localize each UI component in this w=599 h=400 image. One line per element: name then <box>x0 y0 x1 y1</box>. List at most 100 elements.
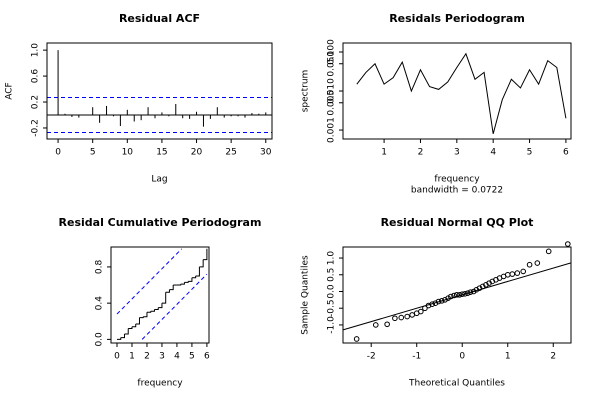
qq-point <box>418 308 424 315</box>
x-tick-label: 0 <box>459 352 465 362</box>
qq-point <box>448 293 454 300</box>
qq-point <box>384 321 390 328</box>
cumulative-step <box>191 275 197 279</box>
qq-point <box>462 291 468 297</box>
x-tick-label: 15 <box>156 148 167 158</box>
x-tick-label: 1 <box>505 352 511 362</box>
y-tick-label: -1.0 <box>327 316 337 334</box>
spectrum-line <box>356 52 567 134</box>
qq-point <box>398 314 405 321</box>
qq-point <box>514 270 521 276</box>
x-tick-label: 25 <box>225 148 236 158</box>
cumulative-step <box>195 266 200 277</box>
qq-point <box>435 298 442 305</box>
qq-point <box>459 291 466 297</box>
cumulative-step <box>135 317 140 325</box>
qq-point <box>425 302 432 309</box>
x-tick-label: 20 <box>191 148 203 158</box>
subtitle: bandwidth = 0.0722 <box>411 186 503 196</box>
cumulative-step <box>143 312 148 318</box>
y-tick-label: 1.0 <box>327 251 337 266</box>
qq-point <box>445 295 451 301</box>
y-tick-label: 1.0 <box>31 43 41 58</box>
y-tick-label: 0.5 <box>327 268 337 282</box>
cumulative-step <box>128 326 133 330</box>
y-tick-label: 0.050 <box>327 51 337 77</box>
qq-point <box>509 271 516 277</box>
y-tick-label: 0.2 <box>31 95 41 109</box>
cumulative-step <box>131 323 137 328</box>
cumulative-step <box>158 303 163 309</box>
qq-point <box>438 298 445 304</box>
y-tick-label: 0.8 <box>95 260 105 275</box>
y-tick-label: 0.010 <box>327 78 337 104</box>
x-tick-label: 10 <box>122 148 134 158</box>
qq-point <box>353 336 360 342</box>
x-tick-label: 5 <box>189 352 195 362</box>
panel-title: Residals Periodogram <box>389 12 525 25</box>
x-tick-label: 3 <box>159 352 165 362</box>
x-axis-label: Theoretical Quantiles <box>408 379 505 389</box>
y-tick-label: -0.2 <box>31 119 41 137</box>
x-axis-label: Lag <box>151 175 167 185</box>
y-tick-label: 0.4 <box>95 296 105 311</box>
y-tick-label: -0.5 <box>327 299 337 317</box>
y-tick-label: 0.0 <box>327 284 337 299</box>
y-axis-label: spectrum <box>301 70 311 113</box>
qq-point <box>470 288 477 295</box>
qq-point <box>404 313 410 320</box>
y-axis-label: Sample Quantiles <box>301 255 311 335</box>
x-tick-label: -2 <box>367 352 376 362</box>
x-tick-label: 2 <box>144 352 150 362</box>
cumulative-step <box>120 333 125 339</box>
qq-point <box>526 261 533 268</box>
qq-point <box>392 315 398 322</box>
x-tick-label: 2 <box>550 352 556 362</box>
band-line <box>141 273 208 340</box>
qq-point <box>534 260 541 266</box>
x-tick-label: 6 <box>563 148 569 158</box>
cumulative-step <box>188 277 193 282</box>
qq-point <box>422 305 428 312</box>
x-tick-label: 2 <box>418 148 424 158</box>
qq-point <box>504 271 511 278</box>
y-tick-label: 0.6 <box>31 69 41 84</box>
panel-title: Residual Normal QQ Plot <box>381 216 534 229</box>
qq-point <box>453 292 460 298</box>
cumulative-step <box>161 292 167 304</box>
x-tick-label: 30 <box>260 148 272 158</box>
panel-title: Residal Cumulative Periodogram <box>59 216 262 229</box>
qq-point <box>429 301 435 307</box>
x-axis-label: frequency <box>434 175 480 185</box>
cumulative-step <box>146 311 152 313</box>
qq-point <box>467 289 474 295</box>
qq-line <box>342 262 572 331</box>
panel-title: Residual ACF <box>119 12 200 25</box>
panel: Residual Normal QQ Plot Theoretical Quant… <box>301 216 572 389</box>
qq-point <box>456 292 463 298</box>
cumulative-step <box>176 284 182 286</box>
cumulative-step <box>165 289 170 293</box>
x-tick-label: 5 <box>90 148 96 158</box>
x-tick-label: 6 <box>204 352 210 362</box>
panel: Residal Cumulative Periodogram frequency 0… <box>59 216 262 389</box>
qq-point <box>565 241 571 247</box>
cumulative-step <box>180 282 185 285</box>
y-tick-label: 0.0 <box>95 332 105 347</box>
x-tick-label: -1 <box>412 352 421 362</box>
cumulative-step <box>139 316 144 319</box>
qq-point <box>409 312 415 318</box>
cumulative-step <box>199 259 204 268</box>
cumulative-step <box>169 285 174 291</box>
plot-frame <box>342 42 572 140</box>
x-tick-label: 3 <box>454 148 460 158</box>
x-tick-label: 1 <box>381 148 387 158</box>
qq-point <box>520 268 527 275</box>
cumulative-step <box>154 307 159 310</box>
qq-point <box>451 292 457 299</box>
panel: Residual ACF Lag ACF 0 5 10 15 20 25 30 -0.2 0.2 0.6… <box>5 12 273 185</box>
x-tick-label: 5 <box>527 148 533 158</box>
qq-point <box>372 322 379 328</box>
